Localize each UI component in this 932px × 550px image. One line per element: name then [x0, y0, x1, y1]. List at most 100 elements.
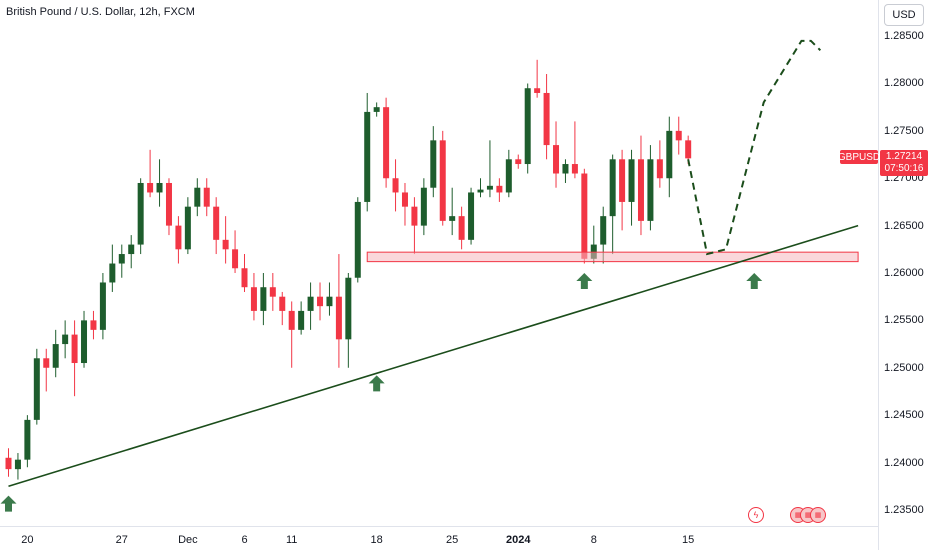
candle-body [184, 206, 191, 250]
candle-body [5, 457, 12, 470]
candle-body [137, 182, 144, 245]
candle-body [373, 107, 380, 112]
candle-body [364, 111, 371, 202]
time-tick-label: 6 [241, 534, 248, 546]
chart-title: British Pound / U.S. Dollar, 12h, FXCM [6, 6, 195, 18]
drawings-layer [0, 39, 859, 512]
candle-body [345, 277, 352, 340]
candle-body [581, 173, 588, 259]
candle-body [52, 344, 59, 368]
candle-body [14, 459, 21, 470]
currency-button[interactable]: USD [884, 4, 924, 26]
candle-body [505, 159, 512, 193]
candle-body [628, 159, 635, 202]
candle-body [109, 263, 116, 283]
candle-body [515, 159, 522, 165]
candle-body [317, 296, 324, 307]
candle-body [24, 419, 31, 460]
price-tick-label: 1.26500 [884, 219, 924, 232]
price-tick-label: 1.24000 [884, 456, 924, 469]
candle-body [354, 201, 361, 278]
candle-body [175, 225, 182, 250]
price-tick-label: 1.27500 [884, 124, 924, 137]
candle-body [250, 287, 257, 311]
price-tick-label: 1.23500 [884, 503, 924, 516]
time-tick-label: 11 [285, 534, 298, 546]
candle-body [298, 310, 305, 330]
candle-body [81, 320, 88, 364]
ascending-trendline [8, 224, 859, 487]
candle-body [71, 334, 78, 364]
price-tick-label: 1.28000 [884, 77, 924, 90]
up-arrow-icon [576, 273, 593, 290]
candle-body [449, 216, 456, 221]
candle-body [203, 187, 210, 207]
candle-body [383, 107, 390, 179]
price-axis-divider [878, 0, 879, 550]
time-tick-label: 15 [682, 534, 695, 546]
candle-body [307, 296, 314, 311]
projection-path [687, 39, 822, 256]
candle-body [165, 182, 172, 226]
bar-countdown: 07:50:16 [884, 163, 924, 174]
time-axis-divider [0, 526, 878, 527]
candle-body [553, 145, 560, 174]
price-tick-label: 1.24500 [884, 409, 924, 422]
candle-body [279, 296, 286, 311]
candles-layer [5, 59, 692, 480]
candle-body [232, 249, 239, 269]
price-tick-label: 1.26000 [884, 267, 924, 279]
support-zone [366, 251, 859, 263]
candle-body [543, 92, 550, 146]
candle-body [156, 182, 163, 193]
price-tick-label: 1.25000 [884, 361, 924, 374]
candle-body [496, 185, 503, 193]
up-arrow-icon [368, 375, 385, 392]
candle-body [392, 178, 399, 193]
price-tick-label: 1.25500 [884, 314, 924, 327]
candle-body [637, 159, 644, 221]
last-price: 1.27214 [885, 151, 923, 162]
event-flag-icon[interactable]: ▦ [810, 507, 826, 523]
candle-body [562, 164, 569, 174]
time-tick-label: Dec [178, 534, 198, 546]
candle-body [458, 216, 465, 240]
candle-body [430, 140, 437, 188]
candle-body [241, 268, 248, 288]
candle-body [99, 282, 106, 330]
flash-icon[interactable]: ϟ [748, 507, 764, 523]
candle-body [147, 182, 154, 193]
last-price-badge: 1.27214 07:50:16 [880, 150, 928, 176]
up-arrow-icon [746, 273, 763, 290]
candle-body [288, 310, 295, 330]
candle-body [609, 159, 616, 217]
time-tick-label: 18 [370, 534, 383, 546]
time-tick-label: 25 [446, 534, 459, 546]
candle-body [411, 206, 418, 226]
candle-body [401, 192, 408, 207]
candle-body [326, 296, 333, 307]
candle-body [128, 244, 135, 255]
price-tick-label: 1.28500 [884, 30, 924, 43]
candle-body [524, 88, 531, 165]
symbol-badge: GBPUSD [837, 150, 881, 164]
candle-body [468, 192, 475, 240]
candle-body [335, 296, 342, 340]
candle-body [213, 206, 220, 240]
time-tick-label: 27 [115, 534, 128, 546]
candle-body [269, 287, 276, 297]
candle-body [675, 130, 682, 141]
candle-body [656, 159, 663, 179]
candle-body [600, 216, 607, 245]
candle-body [666, 130, 673, 179]
candle-body [33, 358, 40, 420]
candle-body [260, 287, 267, 311]
time-tick-label: 8 [590, 534, 597, 546]
candle-body [571, 164, 578, 174]
candle-body [439, 140, 446, 221]
candle-body [118, 254, 125, 264]
candle-body [685, 140, 692, 159]
up-arrow-icon [0, 495, 17, 512]
candle-body [194, 187, 201, 207]
